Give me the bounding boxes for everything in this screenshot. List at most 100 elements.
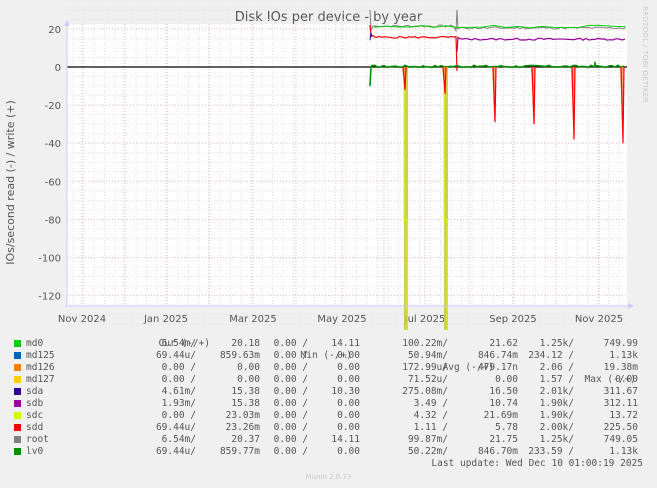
legend-series-name: lv0 xyxy=(26,446,44,457)
legend-value: 10.30 xyxy=(331,386,360,397)
legend-series-name: md125 xyxy=(26,350,55,361)
legend-value: 0.00 / xyxy=(161,374,196,385)
legend-value: 21.75 xyxy=(489,434,518,445)
legend-value: 479.17n xyxy=(477,362,518,373)
legend-value: 0.00 / xyxy=(273,338,308,349)
legend-value: 0.00 xyxy=(337,362,360,373)
svg-text:-120: -120 xyxy=(38,292,61,303)
legend-value: 312.11 xyxy=(603,398,638,409)
legend-value: 69.44u/ xyxy=(155,446,196,457)
legend-swatch xyxy=(14,412,21,419)
legend-value: 0.00 xyxy=(337,374,360,385)
legend-series-name: sdc xyxy=(26,410,44,421)
legend-value: 69.44u/ xyxy=(155,350,196,361)
legend-value: 0.00 xyxy=(615,374,638,385)
legend-value: 5.78 xyxy=(495,422,518,433)
legend-swatch xyxy=(14,436,21,443)
svg-text:-40: -40 xyxy=(45,139,61,150)
legend-value: 69.44u/ xyxy=(155,422,196,433)
legend-value: 20.18 xyxy=(231,338,260,349)
legend-value: 19.38m xyxy=(603,362,638,373)
series-lines xyxy=(67,9,627,330)
legend-value: 1.25k/ xyxy=(539,338,574,349)
legend-value: 0.00 / xyxy=(273,434,308,445)
legend-value: 6.54m/ xyxy=(161,338,196,349)
legend-value: 1.25k/ xyxy=(539,434,574,445)
legend-value: 2.01k/ xyxy=(539,386,574,397)
legend-value: 50.22m/ xyxy=(407,446,448,457)
legend-value: 1.13k xyxy=(609,446,638,457)
legend-value: 859.77m xyxy=(219,446,260,457)
axis-ticks: 40200-20-40-60-80-100-120-140-160-180-20… xyxy=(38,25,623,330)
legend-value: 50.94m/ xyxy=(407,350,448,361)
legend-value: 0.00 xyxy=(337,350,360,361)
legend-series-name: md127 xyxy=(26,374,55,385)
svg-text:20: 20 xyxy=(48,25,61,36)
legend-value: 749.05 xyxy=(603,434,638,445)
svg-text:-20: -20 xyxy=(45,101,61,112)
legend-value: 0.00 / xyxy=(273,422,308,433)
legend-value: 99.87m/ xyxy=(407,434,448,445)
legend-value: 0.00 / xyxy=(161,410,196,421)
legend-value: 1.93m/ xyxy=(161,398,196,409)
legend-value: 21.69m xyxy=(483,410,518,421)
svg-text:Sep 2025: Sep 2025 xyxy=(489,314,536,325)
legend-value: 0.00 xyxy=(495,374,518,385)
legend-value: 846.70m xyxy=(477,446,518,457)
legend-row-md0: md0 6.54m/20.18 0.00 / 14.11 100.22m/21.62 1.… xyxy=(0,338,657,350)
legend-value: 0.00 / xyxy=(273,398,308,409)
legend-value: 859.63m xyxy=(219,350,260,361)
last-update: Last update: Wed Dec 10 01:00:19 2025 xyxy=(431,458,643,469)
legend-value: 14.11 xyxy=(331,338,360,349)
legend-value: 0.00 / xyxy=(273,374,308,385)
legend-series-name: sdb xyxy=(26,398,44,409)
legend-value: 275.08m/ xyxy=(402,386,448,397)
legend-value: 749.99 xyxy=(603,338,638,349)
legend-series-name: md126 xyxy=(26,362,55,373)
legend-swatch xyxy=(14,352,21,359)
legend-value: 0.00 / xyxy=(161,362,196,373)
svg-text:-100: -100 xyxy=(38,254,61,265)
legend-value: 0.00 xyxy=(337,398,360,409)
legend-value: 23.03m xyxy=(225,410,260,421)
legend-row-sdb: sdb 1.93m/15.38 0.00 / 0.00 3.49 / 10.74 1.90k… xyxy=(0,398,657,410)
legend-value: 100.22m/ xyxy=(402,338,448,349)
legend-value: 13.72 xyxy=(609,410,638,421)
svg-text:Jan 2025: Jan 2025 xyxy=(143,314,188,325)
svg-text:-80: -80 xyxy=(45,215,61,226)
legend: Cur (-/+) Min (-/+) Avg (-/+) Max (-/+) … xyxy=(0,326,657,458)
legend-value: 0.00 xyxy=(237,374,260,385)
legend-value: 225.50 xyxy=(603,422,638,433)
legend-swatch xyxy=(14,400,21,407)
legend-row-md126: md126 0.00 / 0.00 0.00 / 0.00 172.99u/479.17n… xyxy=(0,362,657,374)
svg-text:Nov 2024: Nov 2024 xyxy=(58,314,106,325)
legend-value: 0.00 / xyxy=(273,386,308,397)
legend-value: 71.52u/ xyxy=(407,374,448,385)
legend-value: 2.00k/ xyxy=(539,422,574,433)
legend-value: 2.06 / xyxy=(539,362,574,373)
legend-value: 1.11 / xyxy=(413,422,448,433)
legend-value: 1.57 / xyxy=(539,374,574,385)
legend-value: 1.13k xyxy=(609,350,638,361)
legend-value: 233.59 / xyxy=(528,446,574,457)
legend-value: 0.00 xyxy=(337,410,360,421)
chart-title: Disk IOs per device - by year xyxy=(234,10,423,25)
legend-value: 0.00 / xyxy=(273,410,308,421)
legend-header: Cur (-/+) Min (-/+) Avg (-/+) Max (-/+) xyxy=(158,338,636,385)
svg-text:May 2025: May 2025 xyxy=(317,314,366,325)
legend-value: 6.54m/ xyxy=(161,434,196,445)
grid xyxy=(67,0,627,325)
svg-text:Mar 2025: Mar 2025 xyxy=(229,314,277,325)
legend-value: 172.99u/ xyxy=(402,362,448,373)
svg-text:Nov 2025: Nov 2025 xyxy=(575,314,623,325)
legend-swatch xyxy=(14,424,21,431)
munin-version: Munin 2.0.73 xyxy=(305,473,352,481)
legend-value: 20.37 xyxy=(231,434,260,445)
legend-row-lv0: lv0 69.44u/859.77m 0.00 / 0.00 50.22m/846.70… xyxy=(0,446,657,458)
legend-series-name: md0 xyxy=(26,338,44,349)
legend-value: 15.38 xyxy=(231,398,260,409)
legend-value: 1.90k/ xyxy=(539,410,574,421)
legend-row-root: root 6.54m/20.37 0.00 / 14.11 99.87m/21.75 1.… xyxy=(0,434,657,446)
legend-row-md127: md127 0.00 / 0.00 0.00 / 0.00 71.52u/0.00 1.57… xyxy=(0,374,657,386)
svg-text:-60: -60 xyxy=(45,177,61,188)
